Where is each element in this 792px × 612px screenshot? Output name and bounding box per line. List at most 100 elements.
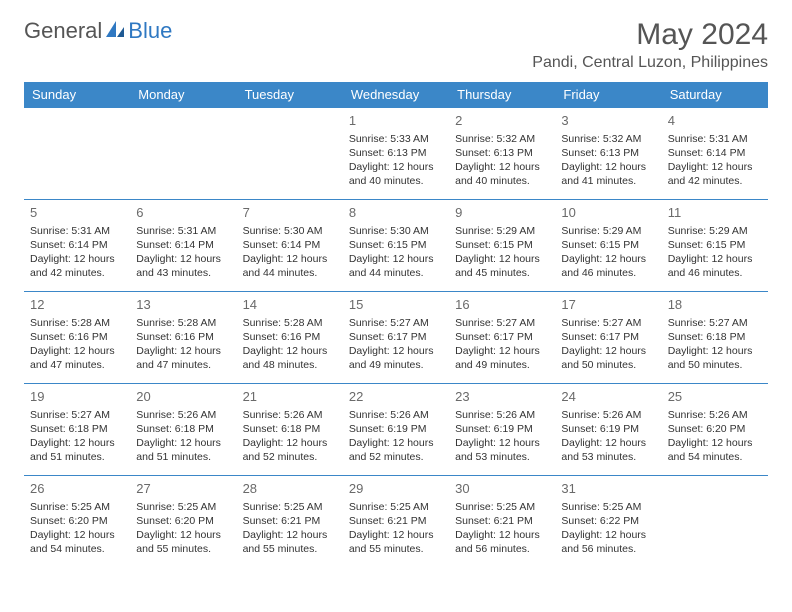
calendar-cell: 20Sunrise: 5:26 AMSunset: 6:18 PMDayligh…	[130, 384, 236, 476]
calendar-cell: 25Sunrise: 5:26 AMSunset: 6:20 PMDayligh…	[662, 384, 768, 476]
sunrise-line: Sunrise: 5:29 AM	[668, 224, 762, 238]
day-number: 2	[455, 112, 549, 130]
calendar-cell: 6 Sunrise: 5:31 AMSunset: 6:14 PMDaylight…	[130, 200, 236, 292]
calendar-cell	[237, 108, 343, 200]
calendar-cell: 7Sunrise: 5:30 AMSunset: 6:14 PMDaylight…	[237, 200, 343, 292]
daylight-line: Daylight: 12 hours and 40 minutes.	[455, 160, 549, 188]
daylight-line: Daylight: 12 hours and 50 minutes.	[561, 344, 655, 372]
calendar-cell: 22Sunrise: 5:26 AMSunset: 6:19 PMDayligh…	[343, 384, 449, 476]
sunset-line: Sunset: 6:13 PM	[455, 146, 549, 160]
logo-text-blue: Blue	[128, 18, 172, 44]
daylight-line: Daylight: 12 hours and 55 minutes.	[349, 528, 443, 556]
day-number: 7	[243, 204, 337, 222]
sunrise-line: Sunrise: 5:28 AM	[30, 316, 124, 330]
day-number: 6	[136, 204, 230, 222]
sunrise-line: Sunrise: 5:27 AM	[455, 316, 549, 330]
sunset-line: Sunset: 6:15 PM	[349, 238, 443, 252]
calendar-cell: 19Sunrise: 5:27 AMSunset: 6:18 PMDayligh…	[24, 384, 130, 476]
sunset-line: Sunset: 6:17 PM	[561, 330, 655, 344]
daylight-line: Daylight: 12 hours and 51 minutes.	[136, 436, 230, 464]
weekday-header: Friday	[555, 82, 661, 108]
daylight-line: Daylight: 12 hours and 52 minutes.	[243, 436, 337, 464]
logo-text-general: General	[24, 18, 102, 44]
sunset-line: Sunset: 6:14 PM	[30, 238, 124, 252]
sunset-line: Sunset: 6:18 PM	[668, 330, 762, 344]
location-label: Pandi, Central Luzon, Philippines	[532, 54, 768, 72]
day-number: 26	[30, 480, 124, 498]
sunrise-line: Sunrise: 5:26 AM	[455, 408, 549, 422]
calendar-cell: 23Sunrise: 5:26 AMSunset: 6:19 PMDayligh…	[449, 384, 555, 476]
day-number: 5	[30, 204, 124, 222]
calendar-cell: 18Sunrise: 5:27 AMSunset: 6:18 PMDayligh…	[662, 292, 768, 384]
day-number: 8	[349, 204, 443, 222]
sunset-line: Sunset: 6:18 PM	[243, 422, 337, 436]
sunrise-line: Sunrise: 5:28 AM	[136, 316, 230, 330]
daylight-line: Daylight: 12 hours and 48 minutes.	[243, 344, 337, 372]
day-number: 23	[455, 388, 549, 406]
day-number: 12	[30, 296, 124, 314]
sunrise-line: Sunrise: 5:25 AM	[349, 500, 443, 514]
sunrise-line: Sunrise: 5:27 AM	[349, 316, 443, 330]
sunset-line: Sunset: 6:21 PM	[349, 514, 443, 528]
daylight-line: Daylight: 12 hours and 55 minutes.	[136, 528, 230, 556]
sunset-line: Sunset: 6:16 PM	[30, 330, 124, 344]
calendar-cell: 31Sunrise: 5:25 AMSunset: 6:22 PMDayligh…	[555, 476, 661, 568]
daylight-line: Daylight: 12 hours and 42 minutes.	[668, 160, 762, 188]
sunrise-line: Sunrise: 5:25 AM	[136, 500, 230, 514]
daylight-line: Daylight: 12 hours and 45 minutes.	[455, 252, 549, 280]
calendar-row: 12Sunrise: 5:28 AMSunset: 6:16 PMDayligh…	[24, 292, 768, 384]
sunrise-line: Sunrise: 5:32 AM	[561, 132, 655, 146]
sunset-line: Sunset: 6:15 PM	[455, 238, 549, 252]
weekday-header-row: SundayMondayTuesdayWednesdayThursdayFrid…	[24, 82, 768, 108]
calendar-row: 5Sunrise: 5:31 AMSunset: 6:14 PMDaylight…	[24, 200, 768, 292]
calendar-cell: 24Sunrise: 5:26 AMSunset: 6:19 PMDayligh…	[555, 384, 661, 476]
calendar-cell: 14Sunrise: 5:28 AMSunset: 6:16 PMDayligh…	[237, 292, 343, 384]
calendar-cell: 29Sunrise: 5:25 AMSunset: 6:21 PMDayligh…	[343, 476, 449, 568]
sunset-line: Sunset: 6:14 PM	[243, 238, 337, 252]
day-number: 16	[455, 296, 549, 314]
sunrise-line: Sunrise: 5:27 AM	[561, 316, 655, 330]
calendar-cell: 10 Sunrise: 5:29 AMSunset: 6:15 PMDayligh…	[555, 200, 661, 292]
day-number: 22	[349, 388, 443, 406]
sunset-line: Sunset: 6:18 PM	[136, 422, 230, 436]
sunrise-line: Sunrise: 5:27 AM	[668, 316, 762, 330]
header: General Blue May 2024 Pandi, Central Luz…	[24, 18, 768, 72]
daylight-line: Daylight: 12 hours and 44 minutes.	[349, 252, 443, 280]
sunset-line: Sunset: 6:15 PM	[561, 238, 655, 252]
daylight-line: Daylight: 12 hours and 53 minutes.	[561, 436, 655, 464]
calendar-cell: 12 Sunrise: 5:28 AMSunset: 6:16 PMDayligh…	[24, 292, 130, 384]
calendar-cell: 27Sunrise: 5:25 AMSunset: 6:20 PMDayligh…	[130, 476, 236, 568]
sunset-line: Sunset: 6:14 PM	[136, 238, 230, 252]
day-number: 14	[243, 296, 337, 314]
calendar-cell: 2 Sunrise: 5:32 AMSunset: 6:13 PMDaylight…	[449, 108, 555, 200]
day-number: 21	[243, 388, 337, 406]
daylight-line: Daylight: 12 hours and 40 minutes.	[349, 160, 443, 188]
day-number: 1	[349, 112, 443, 130]
sunset-line: Sunset: 6:14 PM	[668, 146, 762, 160]
sunset-line: Sunset: 6:15 PM	[668, 238, 762, 252]
daylight-line: Daylight: 12 hours and 47 minutes.	[30, 344, 124, 372]
daylight-line: Daylight: 12 hours and 52 minutes.	[349, 436, 443, 464]
daylight-line: Daylight: 12 hours and 49 minutes.	[455, 344, 549, 372]
day-number: 10	[561, 204, 655, 222]
daylight-line: Daylight: 12 hours and 43 minutes.	[136, 252, 230, 280]
sunrise-line: Sunrise: 5:31 AM	[136, 224, 230, 238]
weekday-header: Thursday	[449, 82, 555, 108]
sunrise-line: Sunrise: 5:28 AM	[243, 316, 337, 330]
sunrise-line: Sunrise: 5:26 AM	[668, 408, 762, 422]
day-number: 3	[561, 112, 655, 130]
sunrise-line: Sunrise: 5:29 AM	[455, 224, 549, 238]
daylight-line: Daylight: 12 hours and 50 minutes.	[668, 344, 762, 372]
page-title: May 2024	[532, 18, 768, 52]
calendar-row: 26Sunrise: 5:25 AMSunset: 6:20 PMDayligh…	[24, 476, 768, 568]
sunrise-line: Sunrise: 5:26 AM	[349, 408, 443, 422]
sunrise-line: Sunrise: 5:25 AM	[561, 500, 655, 514]
sunrise-line: Sunrise: 5:32 AM	[455, 132, 549, 146]
daylight-line: Daylight: 12 hours and 56 minutes.	[455, 528, 549, 556]
day-number: 25	[668, 388, 762, 406]
sunset-line: Sunset: 6:13 PM	[349, 146, 443, 160]
sunrise-line: Sunrise: 5:29 AM	[561, 224, 655, 238]
daylight-line: Daylight: 12 hours and 46 minutes.	[561, 252, 655, 280]
weekday-header: Monday	[130, 82, 236, 108]
day-number: 15	[349, 296, 443, 314]
